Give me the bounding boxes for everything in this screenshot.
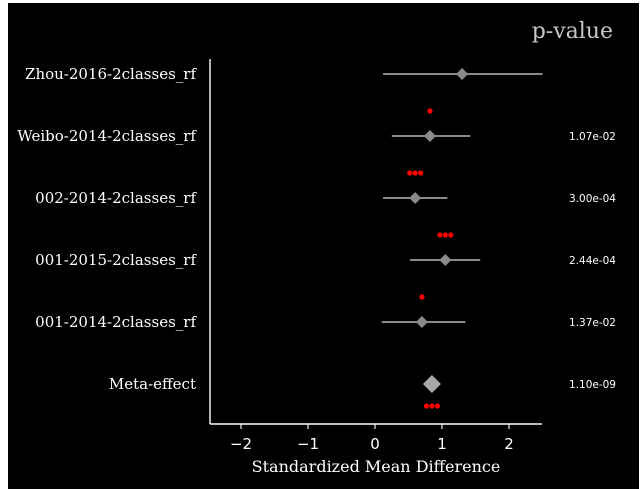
study-row: 002-2014-2classes_rf 3.00e-04 (35, 170, 616, 207)
pvalue-label: 1.07e-02 (569, 131, 616, 143)
significance-dot (412, 170, 418, 176)
pvalue-label: 3.00e-04 (569, 193, 616, 205)
row-label: 001-2015-2classes_rf (35, 251, 197, 269)
x-tick-label: 2 (504, 435, 514, 453)
x-tick-label: −2 (230, 435, 252, 453)
effect-diamond (423, 130, 436, 142)
meta-effect-row: Meta-effect 1.10e-09 (109, 375, 616, 409)
pvalue-label: 1.10e-09 (569, 379, 616, 391)
study-row: 001-2014-2classes_rf 1.37e-02 (35, 294, 616, 331)
effect-diamond (456, 68, 469, 80)
row-label: 001-2014-2classes_rf (35, 313, 197, 331)
row-label: Meta-effect (109, 375, 196, 393)
pvalue-label: 2.44e-04 (569, 255, 616, 267)
significance-dot (419, 294, 425, 300)
row-label: 002-2014-2classes_rf (35, 189, 197, 207)
significance-dot (442, 232, 448, 238)
study-row: Weibo-2014-2classes_rf 1.07e-02 (17, 108, 616, 145)
forest-plot: p-value −2 −1 0 1 2 Zhou-2016-2classes_rf Wei… (17, 19, 616, 476)
significance-dot (437, 232, 443, 238)
effect-diamond (409, 192, 422, 204)
significance-dot (429, 403, 435, 409)
row-label: Weibo-2014-2classes_rf (17, 127, 197, 145)
pvalue-label: 1.37e-02 (569, 317, 616, 329)
study-row: Zhou-2016-2classes_rf (25, 65, 543, 83)
pvalue-header: p-value (532, 19, 613, 44)
significance-dot (427, 108, 433, 114)
significance-dot (448, 232, 454, 238)
study-row: 001-2015-2classes_rf 2.44e-04 (35, 232, 616, 269)
effect-diamond (439, 254, 452, 266)
meta-effect-diamond (422, 375, 441, 393)
significance-dot (418, 170, 424, 176)
significance-dot (434, 403, 441, 409)
row-label: Zhou-2016-2classes_rf (25, 65, 197, 83)
significance-dot (423, 403, 430, 409)
x-tick-label: 1 (437, 435, 447, 453)
x-axis-label: Standardized Mean Difference (252, 457, 501, 476)
chart-panel: p-value −2 −1 0 1 2 Zhou-2016-2classes_rf Wei… (8, 3, 639, 489)
effect-diamond (415, 316, 428, 328)
significance-dot (407, 170, 413, 176)
x-tick-label: −1 (297, 435, 319, 453)
x-tick-label: 0 (370, 435, 380, 453)
